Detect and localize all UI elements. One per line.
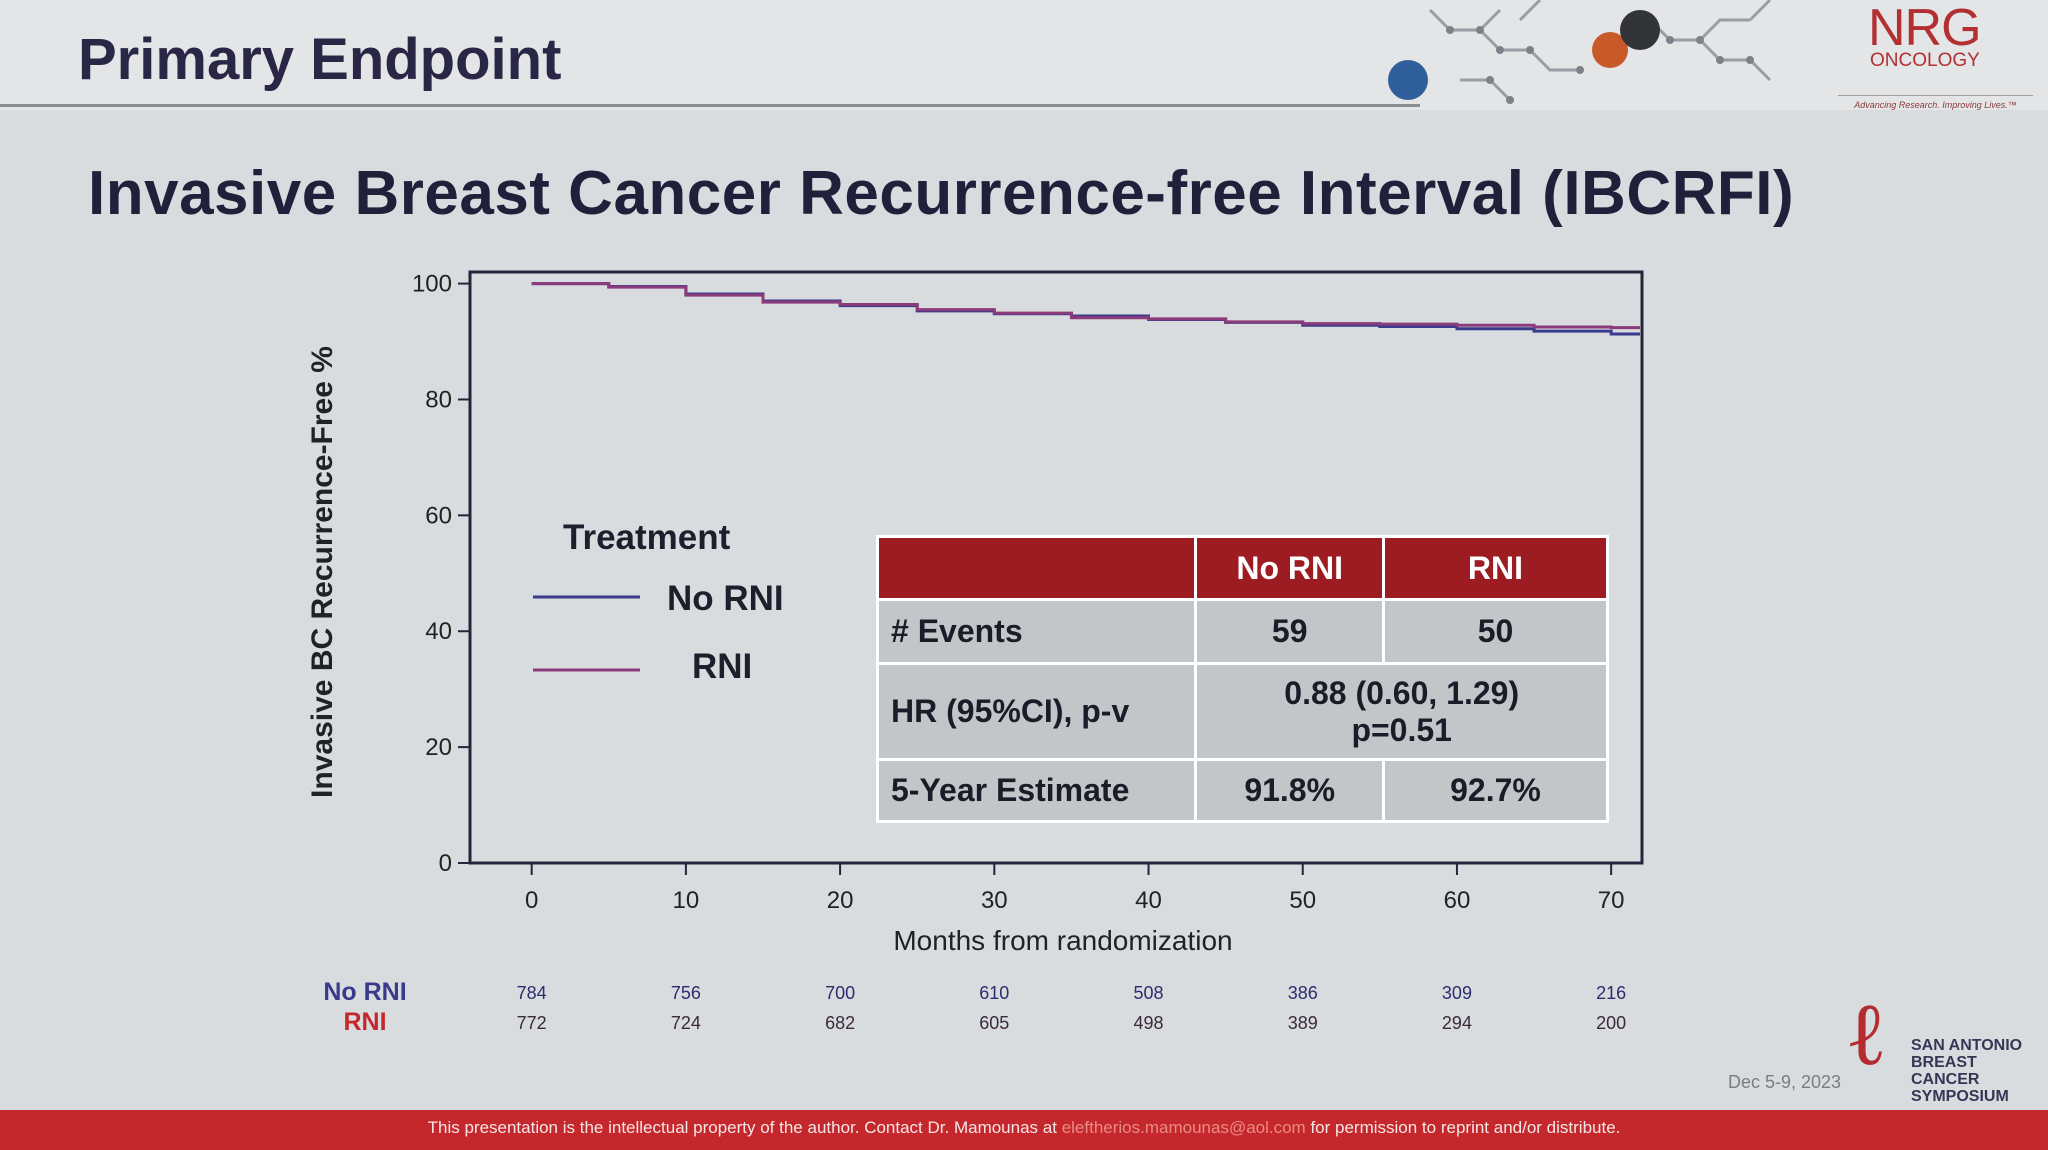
sabcs-line-3: SYMPOSIUM bbox=[1911, 1088, 2009, 1105]
y-tick-label-5: 100 bbox=[412, 271, 452, 298]
stats-header-rni: RNI bbox=[1381, 535, 1610, 601]
sabcs-logo-text: SAN ANTONIO BREAST CANCER SYMPOSIUM bbox=[1911, 1037, 2045, 1105]
y-tick-label-2: 40 bbox=[425, 618, 452, 645]
pink-ribbon-icon: ℓ bbox=[1845, 987, 1888, 1084]
stats-events-no-rni: 59 bbox=[1194, 598, 1385, 665]
stats-table: No RNI RNI # Events 59 50 HR (95%CI), p-… bbox=[875, 535, 1610, 823]
x-tick-label-7: 70 bbox=[1598, 887, 1625, 914]
stats-5yr-no-rni: 91.8% bbox=[1194, 758, 1385, 823]
x-tick-label-4: 40 bbox=[1135, 887, 1162, 914]
risk-count-0-3: 610 bbox=[979, 983, 1009, 1003]
y-tick-label-1: 20 bbox=[425, 734, 452, 761]
copyright-notice: This presentation is the intellectual pr… bbox=[0, 1118, 2048, 1138]
footer-bar bbox=[0, 1110, 2048, 1150]
stats-hr-value: 0.88 (0.60, 1.29) p=0.51 bbox=[1194, 662, 1609, 761]
copyright-text-start: This presentation is the intellectual pr… bbox=[427, 1118, 1062, 1137]
sabcs-logo: ℓ SAN ANTONIO BREAST CANCER SYMPOSIUM bbox=[1845, 985, 2045, 1105]
risk-table: No RNI 784 756 700 610 508 386 309 216 RNI 772 724 6… bbox=[323, 978, 1626, 1036]
slide-header bbox=[0, 0, 2048, 110]
y-tick-label-4: 80 bbox=[425, 386, 452, 413]
x-axis: 0 10 20 30 40 50 60 70 bbox=[525, 863, 1625, 914]
header-divider bbox=[0, 104, 1420, 107]
risk-count-0-2: 700 bbox=[825, 983, 855, 1003]
risk-count-0-0: 784 bbox=[517, 983, 547, 1003]
sabcs-line-1: SAN ANTONIO bbox=[1911, 1037, 2023, 1054]
survival-curves bbox=[531, 282, 1640, 336]
author-email-link[interactable]: eleftherios.mamounas@aol.com bbox=[1061, 1118, 1306, 1137]
stats-5yr-rni: 92.7% bbox=[1381, 758, 1610, 823]
risk-count-1-6: 294 bbox=[1442, 1013, 1472, 1033]
risk-count-0-6: 309 bbox=[1442, 983, 1472, 1003]
x-tick-label-0: 0 bbox=[525, 887, 538, 914]
x-tick-label-6: 60 bbox=[1444, 887, 1471, 914]
molecule-graphic bbox=[1388, 0, 1772, 104]
risk-count-0-5: 386 bbox=[1288, 983, 1318, 1003]
chart-title: Invasive Breast Cancer Recurrence-free I… bbox=[88, 159, 1795, 228]
stats-header-row: No RNI RNI bbox=[875, 535, 1610, 601]
risk-count-1-0: 772 bbox=[517, 1013, 547, 1033]
risk-row-label-1: RNI bbox=[343, 1008, 386, 1036]
y-axis-label: Invasive BC Recurrence-Free % bbox=[306, 346, 339, 798]
x-axis-label: Months from randomization bbox=[893, 925, 1232, 956]
risk-count-1-3: 605 bbox=[979, 1013, 1009, 1033]
risk-count-0-7: 216 bbox=[1596, 983, 1626, 1003]
stats-label-events: # Events bbox=[875, 598, 1198, 665]
risk-row-label-0: No RNI bbox=[323, 978, 406, 1006]
logo-tagline: Advancing Research. Improving Lives.™ bbox=[1838, 95, 2033, 110]
risk-count-1-1: 724 bbox=[671, 1013, 701, 1033]
risk-count-1-5: 389 bbox=[1288, 1013, 1318, 1033]
legend-title: Treatment bbox=[563, 518, 731, 557]
nrg-logo-text: NRG bbox=[1868, 0, 1982, 57]
x-tick-label-3: 30 bbox=[981, 887, 1008, 914]
sabcs-line-2: BREAST CANCER bbox=[1911, 1054, 1980, 1088]
stats-label-5yr: 5-Year Estimate bbox=[875, 758, 1198, 823]
stats-label-hr: HR (95%CI), p-v bbox=[875, 662, 1198, 761]
stats-events-rni: 50 bbox=[1381, 598, 1610, 665]
nrg-oncology-logo: NRG ONCOLOGY Advancing Research. Improvi… bbox=[1838, 0, 2038, 112]
stats-row-hr: HR (95%CI), p-v 0.88 (0.60, 1.29) p=0.51 bbox=[875, 662, 1609, 761]
y-tick-label-3: 60 bbox=[425, 502, 452, 529]
risk-count-1-2: 682 bbox=[825, 1013, 855, 1033]
stats-hr-ci: 0.88 (0.60, 1.29) bbox=[1284, 674, 1520, 711]
y-tick-label-0: 0 bbox=[439, 850, 452, 877]
x-tick-label-5: 50 bbox=[1289, 887, 1316, 914]
x-tick-label-2: 20 bbox=[827, 887, 854, 914]
stats-row-5yr: 5-Year Estimate 91.8% 92.7% bbox=[875, 758, 1610, 823]
curve-rni bbox=[531, 282, 1640, 330]
x-tick-label-1: 10 bbox=[673, 887, 700, 914]
risk-count-0-1: 756 bbox=[671, 983, 701, 1003]
copyright-text-end: for permission to reprint and/or distrib… bbox=[1305, 1118, 1621, 1137]
plot-frame bbox=[468, 270, 1644, 865]
stats-hr-p: p=0.51 bbox=[1351, 711, 1452, 748]
conference-date: Dec 5-9, 2023 bbox=[1728, 1072, 1842, 1092]
legend-label-rni: RNI bbox=[692, 647, 752, 686]
y-axis: 0 20 40 60 80 100 bbox=[412, 271, 470, 877]
section-title: Primary Endpoint bbox=[78, 27, 562, 92]
risk-count-0-4: 508 bbox=[1134, 983, 1164, 1003]
risk-count-1-7: 200 bbox=[1596, 1013, 1626, 1033]
oncology-logo-text: ONCOLOGY bbox=[1870, 50, 1980, 71]
stats-header-no-rni: No RNI bbox=[1194, 535, 1385, 601]
stats-header-blank bbox=[875, 535, 1198, 601]
stats-row-events: # Events 59 50 bbox=[875, 598, 1610, 665]
risk-count-1-4: 498 bbox=[1134, 1013, 1164, 1033]
legend-label-no-rni: No RNI bbox=[667, 579, 784, 618]
